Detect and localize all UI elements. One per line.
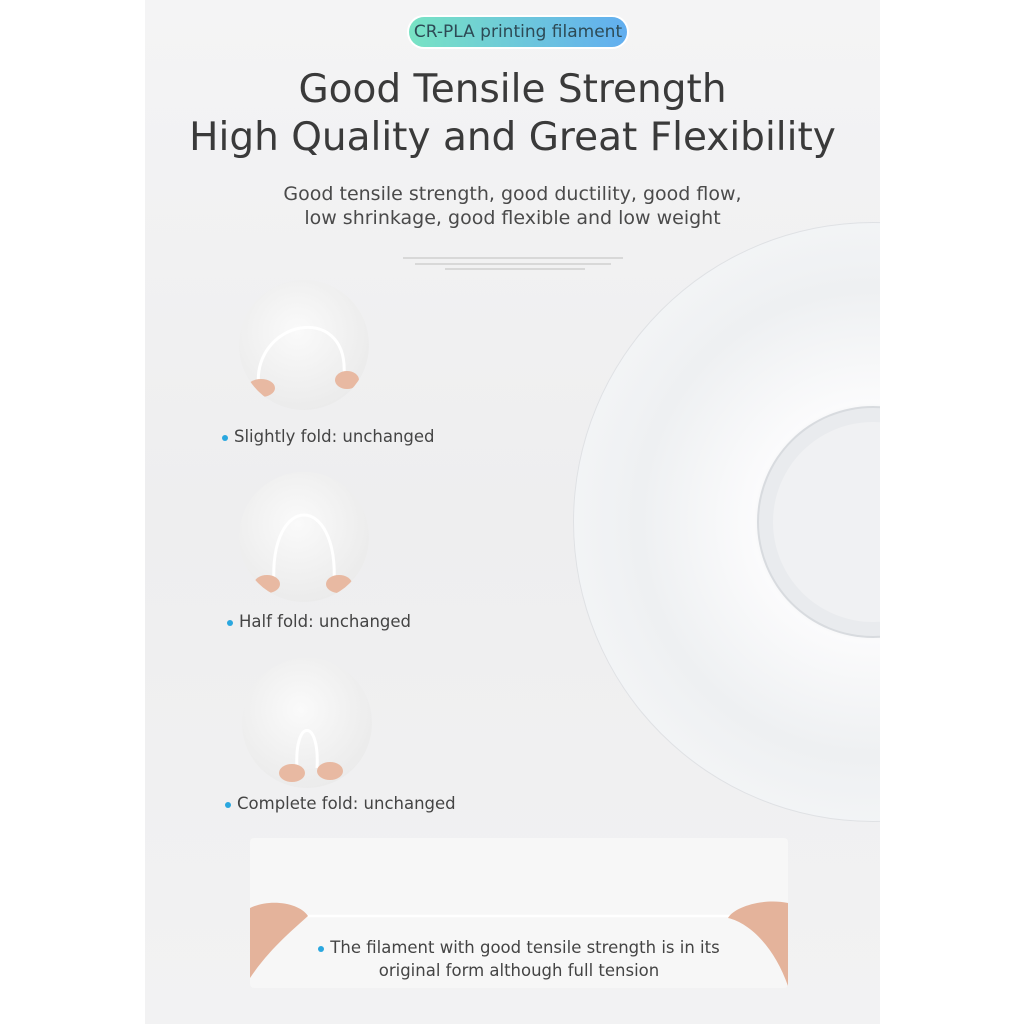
bullet-icon <box>222 434 228 441</box>
bullet-icon <box>225 801 231 808</box>
tension-caption: The filament with good tensile strength … <box>250 936 788 982</box>
half-fold-image <box>239 472 369 602</box>
slight-fold-image <box>239 280 369 410</box>
subtitle-line1: Good tensile strength, good ductility, g… <box>283 183 742 205</box>
fold-label-slight: Slightly fold: unchanged <box>222 427 435 446</box>
headline-line1: Good Tensile Strength <box>298 67 727 112</box>
bullet-icon <box>227 619 233 626</box>
tension-image <box>250 901 788 986</box>
subtitle-line2: low shrinkage, good flexible and low wei… <box>304 207 721 229</box>
fine-print <box>403 257 623 259</box>
product-panel: CR-PLA printing filament Good Tensile St… <box>145 0 880 1024</box>
spool-hub <box>773 422 880 622</box>
tension-demo: The filament with good tensile strength … <box>250 838 788 988</box>
fold-label-complete: Complete fold: unchanged <box>225 794 456 813</box>
headline-line2: High Quality and Great Flexibility <box>189 115 836 160</box>
bullet-icon <box>318 945 325 952</box>
fine-print <box>415 263 611 265</box>
product-badge: CR-PLA printing filament <box>409 17 627 47</box>
complete-fold-image <box>242 658 372 788</box>
filament-spool-image <box>573 222 880 822</box>
fine-print <box>445 268 585 270</box>
fold-label-half: Half fold: unchanged <box>227 612 411 631</box>
